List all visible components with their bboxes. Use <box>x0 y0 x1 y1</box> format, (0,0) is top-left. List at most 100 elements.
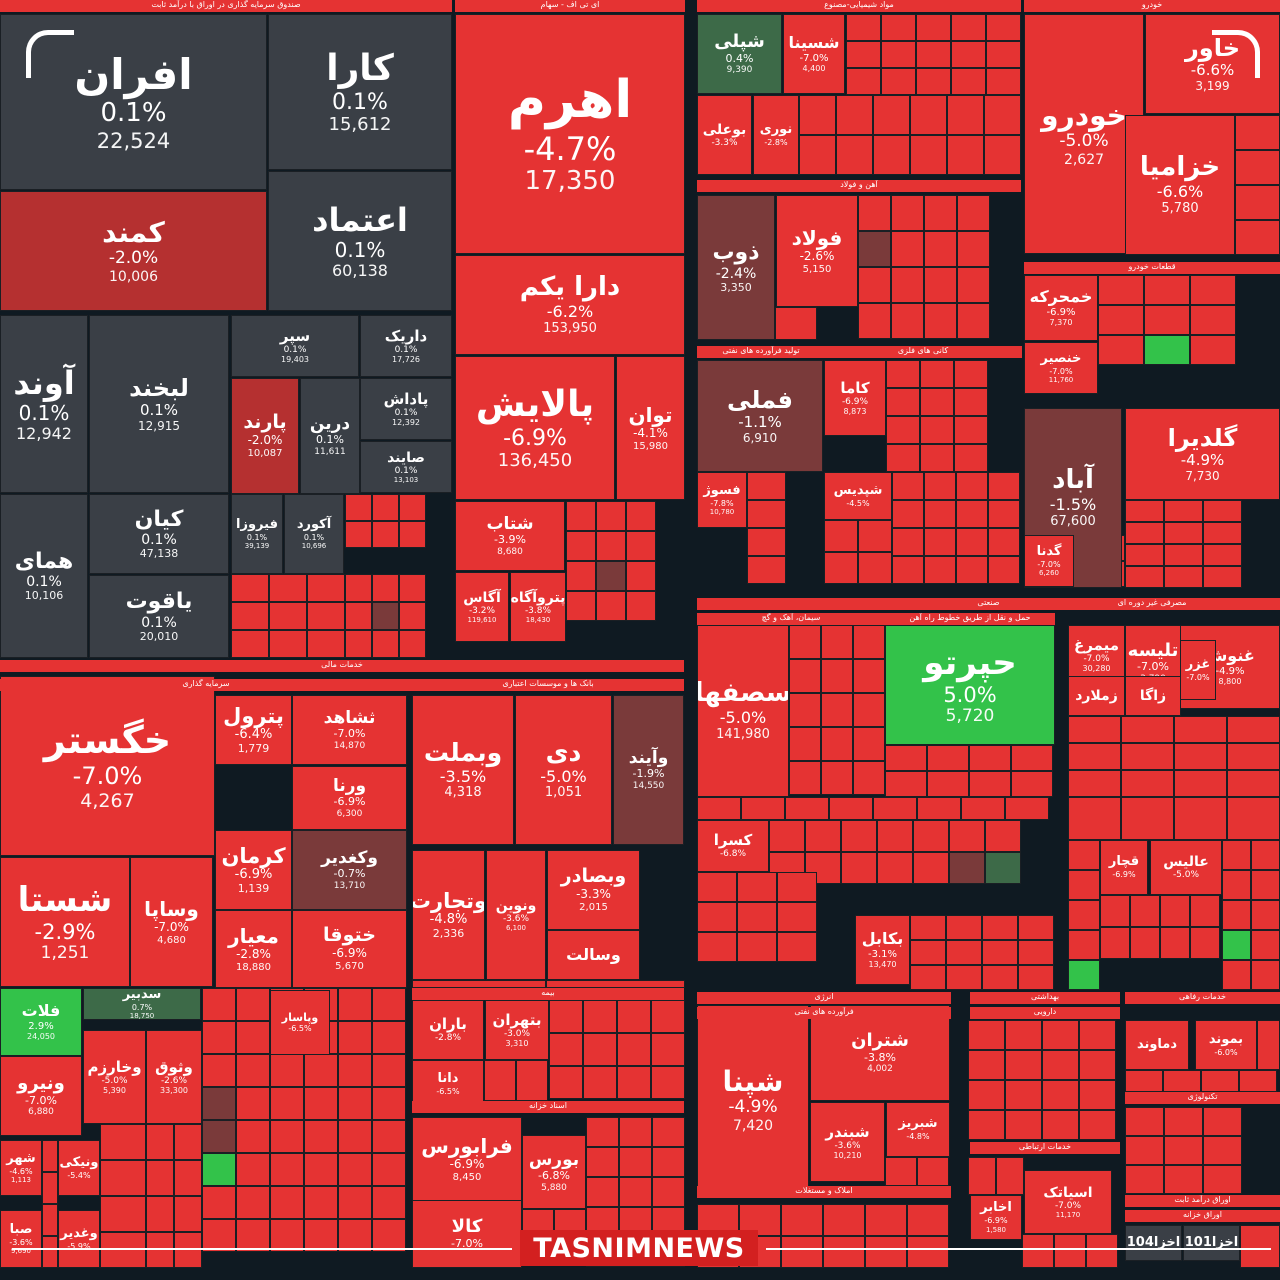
stock-tile-small[interactable] <box>1222 960 1251 990</box>
stock-tile-small[interactable] <box>338 988 372 1021</box>
stock-tile-small[interactable] <box>920 388 954 416</box>
stock-tile-small[interactable] <box>549 1000 583 1033</box>
stock-tile-small[interactable] <box>338 1186 372 1219</box>
stock-tile[interactable]: سصفها -5.0% 141,980 <box>697 625 789 797</box>
stock-tile-small[interactable] <box>1125 500 1164 522</box>
stock-tile[interactable]: اهرم -4.7% 17,350 <box>455 14 685 254</box>
stock-tile-small[interactable] <box>146 1196 174 1232</box>
stock-tile-small[interactable] <box>984 135 1021 175</box>
stock-tile-small[interactable] <box>924 231 957 267</box>
stock-tile-small[interactable] <box>1222 930 1251 960</box>
stock-tile-small[interactable] <box>236 1021 270 1054</box>
stock-tile-small[interactable] <box>1144 275 1190 305</box>
stock-tile[interactable]: شپلی 0.4% 9,390 <box>697 14 782 94</box>
stock-tile-small[interactable] <box>619 1177 652 1207</box>
stock-tile[interactable]: آکورد 0.1% 10,696 <box>284 494 344 574</box>
stock-tile-small[interactable] <box>1098 275 1144 305</box>
stock-tile-small[interactable] <box>961 797 1005 820</box>
stock-tile-small[interactable] <box>920 416 954 444</box>
stock-tile-small[interactable] <box>985 852 1021 884</box>
stock-tile-small[interactable] <box>372 521 399 548</box>
stock-tile-small[interactable] <box>881 41 916 68</box>
stock-tile-small[interactable] <box>697 872 737 902</box>
stock-tile[interactable]: همای 0.1% 10,106 <box>0 494 88 658</box>
stock-tile[interactable]: پتروآگاه -3.8% 18,430 <box>510 572 566 642</box>
stock-tile-small[interactable] <box>737 872 777 902</box>
stock-tile-small[interactable] <box>924 267 957 303</box>
stock-tile-small[interactable] <box>1239 1070 1277 1092</box>
stock-tile-small[interactable] <box>1203 1165 1242 1194</box>
stock-tile-small[interactable] <box>853 659 885 693</box>
stock-tile-small[interactable] <box>596 561 626 591</box>
stock-tile-small[interactable] <box>1079 1050 1116 1080</box>
stock-tile-small[interactable] <box>885 745 927 771</box>
stock-tile-small[interactable] <box>873 797 917 820</box>
stock-tile-small[interactable] <box>100 1196 146 1232</box>
stock-tile-small[interactable] <box>1190 305 1236 335</box>
stock-tile-small[interactable] <box>566 591 596 621</box>
stock-tile-small[interactable] <box>372 494 399 521</box>
stock-tile[interactable]: شپنا -4.9% 7,420 <box>697 1005 809 1195</box>
stock-tile-small[interactable] <box>737 902 777 932</box>
stock-tile[interactable]: اخابر -6.9% 1,580 <box>970 1195 1022 1240</box>
stock-tile-small[interactable] <box>202 1186 236 1219</box>
stock-tile[interactable]: صایند 0.1% 13,103 <box>360 441 452 493</box>
stock-tile-small[interactable] <box>747 528 786 556</box>
stock-tile-small[interactable] <box>799 135 836 175</box>
stock-tile-small[interactable] <box>747 556 786 584</box>
stock-tile-small[interactable] <box>968 1080 1005 1110</box>
stock-tile-small[interactable] <box>372 1153 406 1186</box>
stock-tile-small[interactable] <box>1086 1234 1118 1268</box>
stock-tile-small[interactable] <box>873 135 910 175</box>
stock-tile[interactable]: گدنا -7.0% 6,260 <box>1024 535 1074 587</box>
stock-tile-small[interactable] <box>372 574 399 602</box>
stock-tile-small[interactable] <box>1257 1020 1280 1070</box>
stock-tile-small[interactable] <box>596 501 626 531</box>
stock-tile-small[interactable] <box>1174 716 1227 743</box>
stock-tile-small[interactable] <box>988 556 1020 584</box>
stock-tile-small[interactable] <box>821 625 853 659</box>
stock-tile-small[interactable] <box>566 531 596 561</box>
stock-tile-small[interactable] <box>1068 770 1121 797</box>
stock-tile-small[interactable] <box>583 1066 617 1099</box>
stock-tile-small[interactable] <box>1227 716 1280 743</box>
stock-tile-small[interactable] <box>957 303 990 339</box>
stock-tile-small[interactable] <box>823 1204 865 1236</box>
stock-tile-small[interactable] <box>1227 797 1280 840</box>
stock-tile-small[interactable] <box>951 68 986 95</box>
stock-tile-small[interactable] <box>853 693 885 727</box>
stock-tile-small[interactable] <box>549 1066 583 1099</box>
stock-tile-small[interactable] <box>892 500 924 528</box>
stock-tile-small[interactable] <box>986 68 1021 95</box>
stock-tile-small[interactable] <box>1125 1136 1164 1165</box>
stock-tile-small[interactable] <box>372 630 399 658</box>
stock-tile-small[interactable] <box>372 1054 406 1087</box>
stock-tile-small[interactable] <box>1068 840 1100 870</box>
stock-tile-small[interactable] <box>304 1186 338 1219</box>
stock-tile-small[interactable] <box>917 797 961 820</box>
stock-tile-small[interactable] <box>891 267 924 303</box>
stock-tile-small[interactable] <box>269 574 307 602</box>
stock-tile-small[interactable] <box>566 561 596 591</box>
stock-tile-small[interactable] <box>968 1157 996 1195</box>
stock-tile[interactable]: ختوقا -6.9% 5,670 <box>292 910 407 988</box>
stock-tile[interactable]: صبا -3.6% 9,690 <box>0 1210 42 1268</box>
stock-tile-small[interactable] <box>626 501 656 531</box>
stock-tile-small[interactable] <box>984 95 1021 135</box>
stock-tile-small[interactable] <box>916 14 951 41</box>
stock-tile-small[interactable] <box>652 1117 685 1147</box>
stock-tile-small[interactable] <box>747 472 786 500</box>
stock-tile-small[interactable] <box>781 1204 823 1236</box>
stock-tile-small[interactable] <box>202 1219 236 1252</box>
stock-tile-small[interactable] <box>1222 870 1251 900</box>
stock-tile-small[interactable] <box>652 1177 685 1207</box>
stock-tile-small[interactable] <box>846 68 881 95</box>
stock-tile-small[interactable] <box>307 630 345 658</box>
stock-tile-small[interactable] <box>841 852 877 884</box>
stock-tile-small[interactable] <box>951 41 986 68</box>
stock-tile[interactable]: کسرا -6.8% <box>697 820 769 872</box>
stock-tile-small[interactable] <box>202 1021 236 1054</box>
stock-tile-small[interactable] <box>231 630 269 658</box>
stock-tile[interactable]: وکغدیر -0.7% 13,710 <box>292 830 407 910</box>
stock-tile-small[interactable] <box>586 1177 619 1207</box>
